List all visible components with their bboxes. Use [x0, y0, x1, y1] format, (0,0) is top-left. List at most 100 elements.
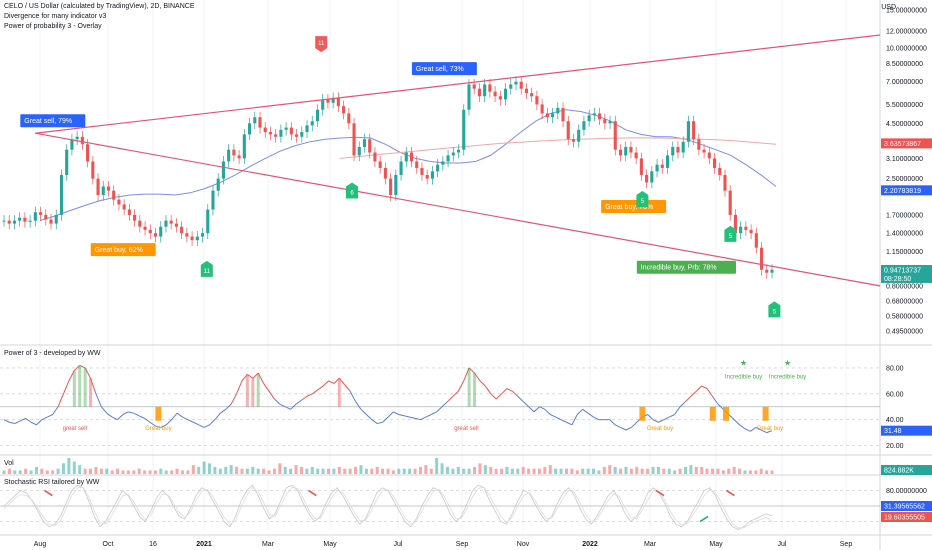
price-axis-tick: 0.58000000 [886, 314, 923, 321]
candle-body [629, 146, 633, 153]
candle-body [378, 161, 382, 168]
candle-body [200, 233, 205, 237]
volume-bar [656, 466, 660, 474]
volume-bar [667, 468, 671, 474]
volume-bar [467, 468, 471, 474]
candle-body [577, 129, 581, 142]
signal-marker-count: 5 [773, 309, 777, 315]
signal-marker-count: 6 [350, 190, 354, 196]
power-axis-tick: 80.00 [886, 365, 904, 372]
candle-body [587, 115, 591, 122]
power-line-segment [117, 414, 124, 421]
candle-body [253, 117, 257, 124]
power-line-segment [522, 401, 529, 408]
signal-annotation-label: Great buy, 78% [605, 204, 653, 211]
price-axis-tick: 7.00000000 [886, 79, 923, 86]
power-line-segment [322, 380, 329, 387]
power-line-segment [685, 396, 692, 402]
price-axis-tick: 3.10000000 [886, 156, 923, 163]
candle-body [754, 233, 758, 248]
power-buy-bar [155, 406, 162, 421]
candle-body [70, 139, 74, 150]
candle-body [49, 219, 53, 224]
power-line-segment [490, 393, 497, 400]
signal-annotation-box [636, 260, 736, 274]
candle-body [148, 229, 152, 234]
power-line-segment [652, 419, 659, 423]
candle-body [561, 107, 565, 122]
power-line-segment [328, 380, 335, 384]
volume-bar [224, 466, 228, 474]
candle-body [65, 149, 69, 175]
candle-body [91, 161, 95, 179]
volume-bar [262, 468, 266, 474]
candle-body [263, 127, 267, 133]
power-line-segment [198, 424, 205, 428]
signal-annotation-label: Great sell, 79% [24, 118, 72, 125]
power-line-segment [625, 426, 632, 431]
volume-bar [364, 468, 368, 474]
price-axis-tick: 10.00000000 [886, 46, 927, 53]
power-line-segment [733, 419, 740, 426]
volume-bar [83, 468, 87, 474]
power-line-segment [257, 372, 265, 384]
candle-body [247, 123, 252, 135]
price-axis-tick: 1.15000000 [886, 249, 923, 256]
power-line-segment [377, 421, 383, 425]
power-star-icon: ★ [740, 358, 747, 367]
time-axis-tick: Jul [394, 541, 403, 548]
power-line-segment [533, 406, 540, 413]
volume-bar [180, 470, 184, 474]
volume-bar [29, 470, 33, 474]
volume-bar [137, 468, 141, 474]
volume-bar [494, 468, 498, 474]
time-axis-tick: May [709, 541, 723, 548]
power-line-segment [285, 406, 291, 410]
power-line-segment [479, 380, 486, 387]
price-axis-tick: 8.50000000 [886, 61, 923, 68]
candle-body [28, 220, 32, 222]
price-axis-tick: 4.50000000 [886, 121, 923, 128]
power-line-segment [317, 385, 324, 391]
power-line-segment [14, 420, 21, 424]
candle-body [143, 226, 147, 230]
stoch-k-tag-label: 31.39565562 [884, 504, 925, 511]
volume-bar [516, 468, 520, 474]
volume-pane-label: Vol [4, 460, 14, 467]
power-line-segment [225, 403, 232, 410]
candle-body [357, 146, 361, 156]
power-extreme-bar [256, 373, 260, 407]
candle-body [456, 149, 461, 153]
volume-bar [327, 468, 331, 474]
power-line-segment [695, 385, 703, 392]
volume-bar [45, 470, 49, 474]
time-axis-tick: Nov [517, 541, 530, 548]
volume-bar [592, 468, 596, 474]
signal-annotation-label: Great sell, 73% [416, 66, 464, 73]
candle-body [592, 113, 596, 116]
volume-bar [424, 465, 428, 474]
power-line-segment [79, 364, 86, 369]
candle-body [509, 84, 513, 89]
candle-body [503, 88, 508, 100]
power-line-segment [214, 412, 221, 420]
volume-bar [197, 466, 201, 474]
volume-bar [283, 466, 287, 474]
price-axis-tick: 0.68000000 [886, 299, 923, 306]
volume-bar [153, 470, 157, 474]
price-tag [881, 138, 932, 149]
candle-body [232, 149, 236, 156]
time-axis-tick: Jul [778, 541, 787, 548]
volume-bar [170, 470, 174, 474]
volume-bar [505, 466, 509, 474]
power-line-segment [182, 416, 189, 421]
volume-bar [143, 470, 147, 474]
candle-body [242, 134, 246, 159]
volume-bar [343, 468, 347, 474]
candle-body [274, 134, 278, 137]
volume-bar [105, 468, 109, 474]
power-line-segment [539, 406, 546, 410]
power-value-tag [881, 425, 932, 436]
volume-bar [683, 466, 687, 474]
